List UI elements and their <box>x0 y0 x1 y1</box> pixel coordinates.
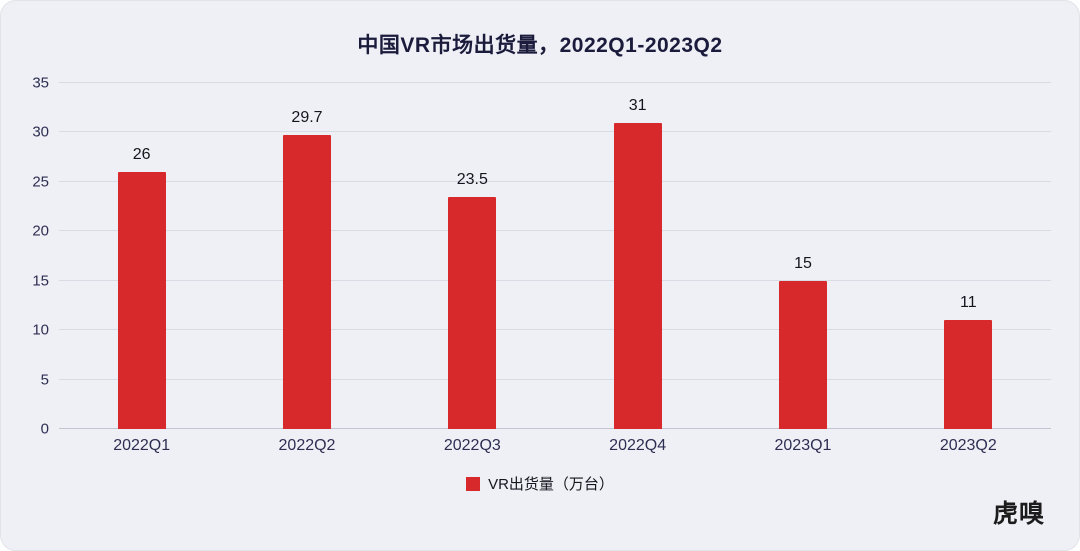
y-tick-label: 25 <box>32 173 49 191</box>
bar-column: 26 <box>59 83 224 429</box>
y-tick-label: 20 <box>32 222 49 240</box>
legend-swatch-icon <box>466 476 481 491</box>
gridline <box>59 428 1051 429</box>
bar-value-label: 26 <box>132 145 151 163</box>
chart-title: 中国VR市场出货量，2022Q1-2023Q2 <box>357 34 723 57</box>
bar: 15 <box>778 255 827 429</box>
huxiu-logo: 虎嗅 <box>992 501 1045 528</box>
x-tick-label: 2023Q2 <box>939 437 997 454</box>
chart-area: 0 5 10 15 20 25 30 35 26 29.7 23.5 31 15 11 <box>19 75 1051 438</box>
gridline <box>59 279 1051 281</box>
bar: 23.5 <box>448 171 497 429</box>
x-axis: 2022Q1 2022Q2 2022Q3 2022Q4 2023Q1 2023Q2 <box>59 437 1051 455</box>
bar-column: 31 <box>555 83 720 429</box>
gridline <box>59 230 1051 232</box>
x-tick-label: 2022Q2 <box>278 437 336 454</box>
legend: VR出货量（万台） <box>1 473 1079 494</box>
y-tick-label: 30 <box>32 123 49 141</box>
bar-value-label: 15 <box>794 254 812 272</box>
gridline <box>59 82 1051 83</box>
bar-column: 29.7 <box>224 83 389 429</box>
legend-label: VR出货量（万台） <box>488 476 614 493</box>
y-tick-label: 5 <box>40 371 49 389</box>
x-tick-label: 2023Q1 <box>774 437 832 454</box>
x-tick-label: 2022Q1 <box>113 437 171 454</box>
bar: 11 <box>944 294 993 429</box>
plot-area: 26 29.7 23.5 31 15 11 <box>59 82 1051 429</box>
gridline <box>59 180 1051 182</box>
bar-series: 26 29.7 23.5 31 15 11 <box>59 83 1051 429</box>
bar-column: 23.5 <box>390 83 555 429</box>
bar-column: 11 <box>886 83 1051 429</box>
x-tick-label: 2022Q3 <box>443 437 501 454</box>
bar-value-label: 11 <box>959 294 977 312</box>
bar-value-label: 29.7 <box>291 109 323 127</box>
y-tick-label: 0 <box>40 420 49 438</box>
gridline <box>59 329 1051 331</box>
bar-column: 15 <box>720 83 885 429</box>
bar: 31 <box>613 97 662 429</box>
bar: 29.7 <box>282 109 331 429</box>
gridline <box>59 378 1051 380</box>
bar: 26 <box>117 146 166 429</box>
x-tick-label: 2022Q4 <box>609 437 667 454</box>
y-tick-label: 15 <box>32 272 49 290</box>
gridline <box>59 131 1051 133</box>
y-tick-label: 35 <box>32 74 49 92</box>
y-tick-label: 10 <box>32 321 49 339</box>
bar-value-label: 23.5 <box>456 170 488 188</box>
y-axis: 0 5 10 15 20 25 30 35 <box>19 75 59 438</box>
bar-value-label: 31 <box>628 96 647 114</box>
